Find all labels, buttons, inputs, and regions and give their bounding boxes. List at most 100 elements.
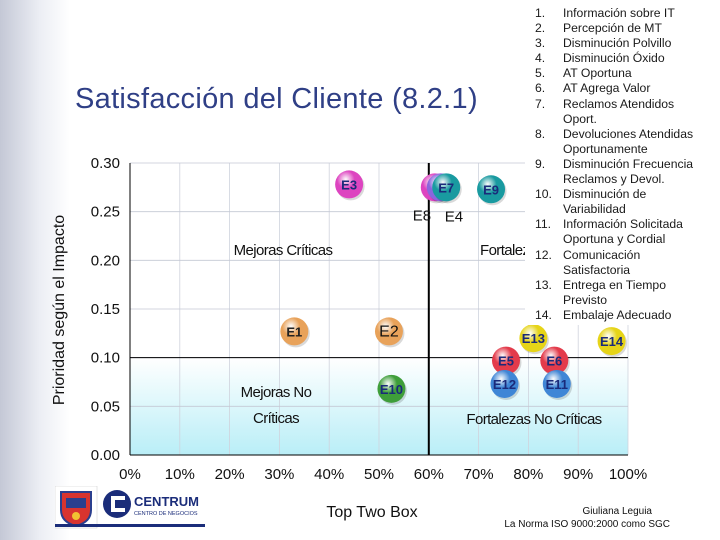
point-marker [374,317,403,346]
point-label: E1 [286,324,302,339]
point-e7 [432,173,462,204]
legend-item: Oportunamente [525,142,720,157]
legend-item-number [525,293,563,308]
point-marker [490,369,519,398]
point-label: E9 [483,182,499,197]
legend-item-text: Previsto [563,292,608,307]
centrum-logo-text: CENTRUM [134,494,199,509]
legend-item-number: 10. [535,187,552,202]
quadrant-label-mejoras-criticas: Mejoras Críticas [234,242,333,259]
point-label: E2 [379,323,399,340]
x-tick-label: 80% [513,466,543,483]
point-label: E13 [522,331,545,346]
point-marker [477,175,506,204]
point-marker [540,346,569,375]
point-e12 [490,369,520,400]
centrum-logo-subtext: CENTRO DE NEGOCIOS [134,511,198,517]
footer-subtitle: La Norma ISO 9000:2000 como SGC [504,519,670,530]
legend-item-number: 9. [535,156,546,171]
legend-item: 13. Entrega en Tiempo [525,278,720,293]
legend-item: 9. Disminución Frecuencia [525,157,720,172]
legend-item-text: Información sobre IT [563,6,675,20]
legend-list: 1. Información sobre IT 2. Percepción de MT… [525,0,720,323]
legend-item: 2. Percepción de MT [525,21,720,36]
legend-item: 6. AT Agrega Valor [525,81,720,96]
y-tick-label: 0.00 [91,447,120,464]
legend-item-text: Satisfactoria [563,262,631,277]
legend-item-number [525,112,563,127]
point-e9 [477,175,507,206]
y-tick-label: 0.10 [91,350,120,367]
point-e10 [377,374,407,405]
legend-item-text: Comunicación [563,247,641,262]
legend-item-text: Disminución Óxido [563,51,665,66]
centrum-logo: CENTRUM CENTRO DE NEGOCIOS [55,490,205,527]
legend-item-text: Devoluciones Atendidas [563,126,694,141]
legend-item-number: 2. [535,21,546,36]
legend-item-number: 13. [535,277,552,292]
point-marker [491,346,520,375]
y-tick-label: 0.30 [91,155,120,172]
legend-item: 4. Disminución Óxido [525,51,720,66]
x-tick-label: 20% [215,466,245,483]
legend-item: 12. Comunicación [525,248,720,263]
legend-item-text: Oport. [563,111,597,126]
legend-item-number: 5. [535,66,546,81]
point-marker [280,317,309,346]
point-e13 [519,324,549,355]
legend-item: 11. Información Solicitada [525,217,720,232]
legend-item: 14. Embalaje Adecuado [525,308,720,323]
legend-item-number [525,263,563,278]
legend-item-text: Entrega en Tiempo [563,277,666,292]
legend-item: 7. Reclamos Atendidos [525,97,720,112]
y-axis-label: Prioridad según el Impacto [51,215,68,405]
legend-item: Variabilidad [525,202,720,217]
legend-item-text: Reclamos Atendidos [563,96,675,111]
legend-item-text: Disminución de [563,187,647,202]
x-tick-label: 40% [314,466,344,483]
footer: Giuliana Leguia La Norma ISO 9000:2000 c… [504,505,670,531]
legend-item-text: Disminución Frecuencia [563,156,694,171]
y-tick-label: 0.25 [91,204,120,221]
legend-item-number: 11. [535,217,552,232]
point-marker [597,327,626,356]
point-label: E11 [546,377,568,392]
x-tick-label: 0% [119,466,141,483]
legend-item-number [525,172,563,187]
legend-item: 5. AT Oportuna [525,66,720,81]
point-label: E6 [546,354,562,369]
legend-item: 8. Devoluciones Atendidas [525,127,720,142]
legend-item-text: Oportuna y Cordial [563,232,666,247]
point-label: E3 [341,177,357,192]
point-label: E10 [380,382,403,397]
legend-item-text: Embalaje Adecuado [563,307,672,322]
legend-item-number: 14. [535,307,552,322]
point-label: E4 [445,208,463,225]
legend-item: Reclamos y Devol. [525,172,720,187]
point-marker [519,324,548,353]
legend-item-number: 6. [535,81,546,96]
point-marker [542,369,571,398]
legend-item-number [525,202,563,217]
logos: CENTRUM CENTRO DE NEGOCIOS [54,485,205,530]
x-tick-label: 50% [364,466,394,483]
point-e6 [540,346,570,377]
quadrant-label-mejoras-no-criticas-line2: Críticas [253,410,299,427]
y-tick-label: 0.20 [91,252,120,269]
legend-item: Previsto [525,293,720,308]
legend-item-number: 1. [535,6,546,20]
legend-item: Satisfactoria [525,263,720,278]
legend-item-text: Variabilidad [563,202,626,217]
point-marker [377,374,406,403]
y-tick-label: 0.05 [91,398,120,415]
legend-item-text: Disminución Polvillo [563,36,672,51]
quadrant-label-fortalezas-no-criticas: Fortalezas No Críticas [466,411,601,428]
legend-item-number [525,142,563,157]
legend-item-text: AT Agrega Valor [563,81,651,96]
point-label: E7 [438,180,454,195]
point-e1 [280,317,310,348]
point-marker [335,170,364,199]
point-e14 [597,327,628,358]
point-e11 [542,369,573,400]
point-e5 [491,346,522,377]
